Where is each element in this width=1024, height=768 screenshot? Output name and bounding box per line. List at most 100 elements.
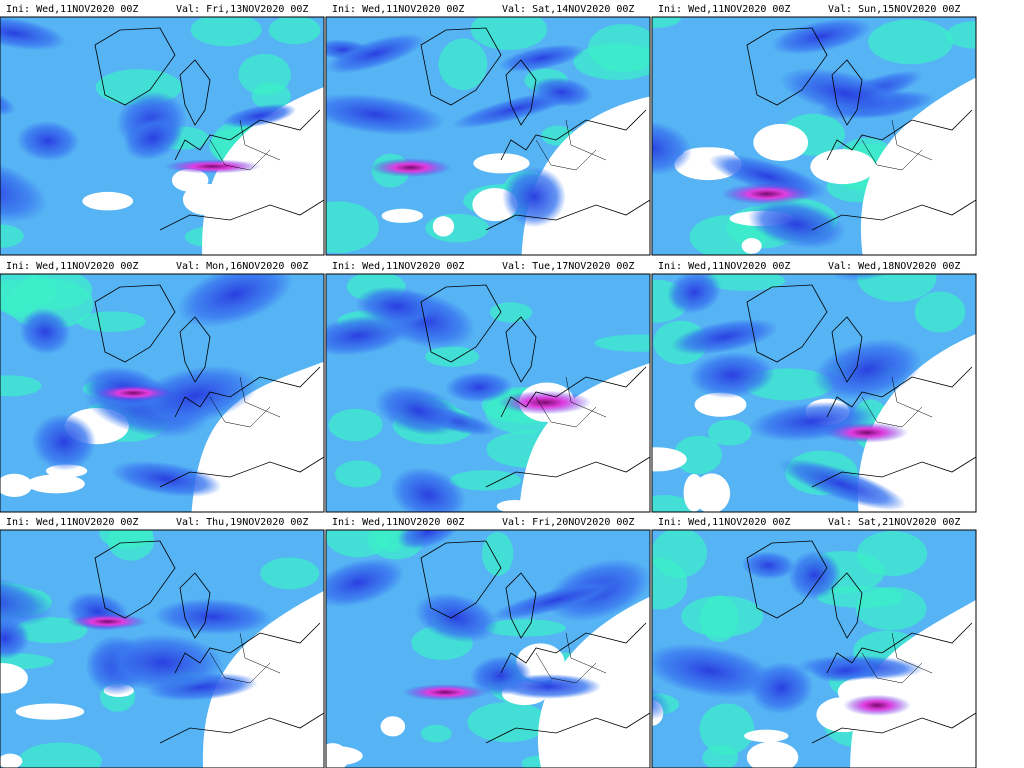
coastline <box>505 572 537 639</box>
light-precip <box>438 38 488 91</box>
light-precip <box>449 470 522 491</box>
map-frame <box>651 273 977 513</box>
map-frame <box>0 273 325 513</box>
map <box>0 530 324 768</box>
moderate-precip <box>101 633 225 692</box>
forecast-panel: Ini: Wed,11NOV2020 00Z Val: Fri,20NOV2020… <box>325 517 651 768</box>
border <box>861 632 933 684</box>
dry-patch <box>259 478 296 503</box>
border <box>861 119 933 171</box>
light-precip <box>251 82 291 110</box>
moderate-precip <box>123 116 183 161</box>
valid-time: Val: Sun,15NOV2020 00Z <box>828 4 960 15</box>
map-frame <box>325 529 651 768</box>
forecast-panel: Ini: Wed,11NOV2020 00Z Val: Fri,13NOV2020… <box>0 4 325 256</box>
light-precip <box>481 532 514 576</box>
heavy-precip <box>67 613 148 630</box>
dry-patch <box>381 208 424 223</box>
heavy-precip <box>402 683 489 701</box>
dry-patch <box>741 238 762 254</box>
border <box>861 376 933 428</box>
moderate-precip <box>671 318 779 355</box>
coastline <box>831 59 863 126</box>
light-precip <box>485 619 566 637</box>
valid-time: Val: Wed,18NOV2020 00Z <box>828 261 960 272</box>
dry-patch <box>15 703 85 720</box>
coastline <box>485 199 650 231</box>
coastline <box>831 316 863 383</box>
coastline <box>811 712 976 744</box>
coastline <box>94 284 176 363</box>
moderate-precip <box>326 315 411 356</box>
moderate-precip <box>770 18 872 55</box>
map <box>326 274 650 512</box>
dry-area <box>857 333 976 512</box>
forecast-panel: Ini: Wed,11NOV2020 00Z Val: Wed,18NOV2020… <box>651 261 977 513</box>
light-precip <box>489 302 533 323</box>
forecast-panel: Ini: Wed,11NOV2020 00Z Val: Mon,16NOV2020… <box>0 261 325 513</box>
coastline <box>179 572 211 639</box>
coastline <box>746 27 828 106</box>
init-time: Ini: Wed,11NOV2020 00Z <box>332 517 464 528</box>
map <box>0 274 324 512</box>
moderate-precip <box>490 579 622 621</box>
light-precip <box>856 530 928 577</box>
init-time: Ini: Wed,11NOV2020 00Z <box>6 517 138 528</box>
moderate-precip <box>779 67 910 119</box>
light-precip <box>0 375 42 397</box>
dry-area <box>850 599 976 768</box>
moderate-precip <box>0 573 54 628</box>
dry-patch <box>538 440 590 472</box>
border <box>209 632 281 684</box>
coastline <box>420 540 502 619</box>
light-precip <box>652 17 681 29</box>
moderate-precip <box>355 286 439 327</box>
init-time: Ini: Wed,11NOV2020 00Z <box>6 4 138 15</box>
map-frame <box>0 16 325 256</box>
light-precip <box>588 24 650 73</box>
coastline <box>505 59 537 126</box>
map-frame <box>0 529 325 768</box>
coastline <box>831 572 863 639</box>
dry-patch <box>288 651 321 669</box>
light-precip <box>425 346 480 367</box>
coastline <box>485 456 650 488</box>
moderate-precip <box>747 199 846 249</box>
dry-patch <box>683 473 705 512</box>
heavy-precip <box>721 183 813 205</box>
init-time: Ini: Wed,11NOV2020 00Z <box>332 261 464 272</box>
light-precip <box>946 21 976 49</box>
moderate-precip <box>396 530 460 550</box>
dry-patch <box>82 191 134 211</box>
moderate-precip <box>374 384 462 437</box>
dry-patch <box>933 743 976 768</box>
moderate-precip <box>0 616 30 660</box>
moderate-precip <box>652 120 693 176</box>
dry-patch <box>535 233 558 255</box>
forecast-panel: Ini: Wed,11NOV2020 00Z Val: Sun,15NOV2020… <box>651 4 977 256</box>
moderate-precip <box>667 274 722 315</box>
light-precip <box>22 275 57 305</box>
init-time: Ini: Wed,11NOV2020 00Z <box>332 4 464 15</box>
coastline <box>746 284 828 363</box>
light-precip <box>652 495 694 512</box>
dry-patch <box>171 168 209 192</box>
light-precip <box>470 17 547 51</box>
moderate-precip <box>811 659 880 683</box>
moderate-precip <box>813 338 923 401</box>
light-precip <box>914 291 966 333</box>
coastline <box>505 316 537 383</box>
light-precip <box>18 742 102 768</box>
map <box>652 17 976 255</box>
dry-patch <box>326 746 363 766</box>
coastline <box>94 540 176 619</box>
coastline <box>826 109 973 161</box>
heavy-precip <box>825 422 909 443</box>
dry-patch <box>753 123 809 162</box>
dry-patch <box>0 473 33 497</box>
coastline <box>826 366 973 418</box>
coastline <box>485 712 650 744</box>
moderate-precip <box>31 413 97 471</box>
heavy-precip <box>93 384 174 402</box>
